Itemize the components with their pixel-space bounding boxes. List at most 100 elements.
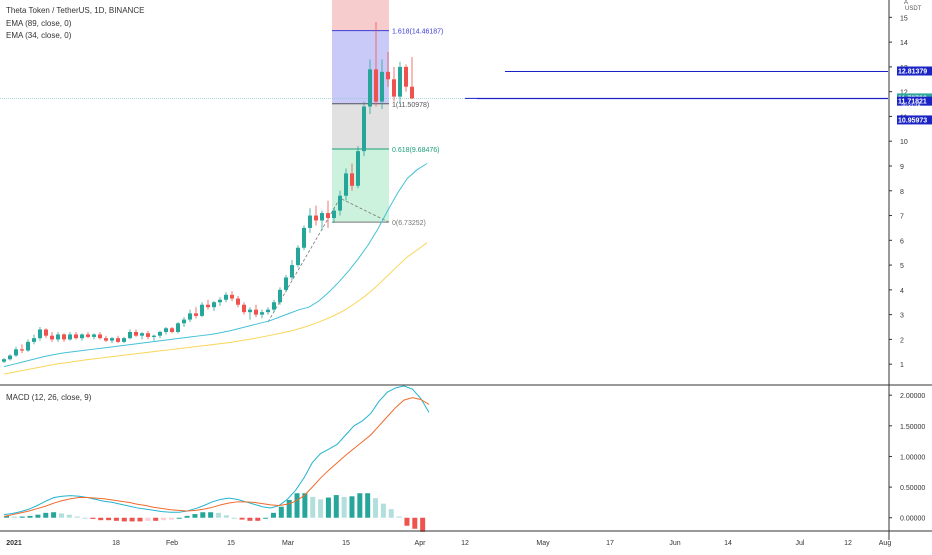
countdown-label: 20:31:18 — [901, 104, 921, 110]
macd-histogram-bar — [121, 517, 127, 522]
candle-body — [368, 69, 372, 107]
candle-body — [38, 329, 42, 339]
candle-body — [110, 338, 114, 341]
macd-histogram-bar — [176, 517, 182, 519]
candle-body — [194, 313, 198, 316]
candle-body — [98, 334, 102, 339]
price-label-text: 12.81379 — [898, 69, 927, 76]
candle-body — [218, 299, 222, 303]
macd-histogram-bar — [216, 512, 221, 518]
candle-body — [176, 323, 180, 332]
time-tick-label: 12 — [461, 540, 469, 547]
ema-34-line — [3, 163, 428, 368]
price-tick-label: 8 — [900, 189, 904, 196]
macd-histogram-bar — [278, 506, 284, 518]
macd-histogram-bar — [388, 509, 394, 518]
fib-zone-1618 — [332, 30, 389, 104]
currency-label: USDT — [905, 6, 922, 12]
candle-body — [398, 66, 402, 97]
macd-histogram-bar — [35, 514, 41, 518]
candle-body — [122, 338, 126, 342]
candle-body — [56, 334, 60, 340]
macd-histogram-bar — [420, 517, 426, 532]
candle-body — [296, 247, 300, 266]
candle-body — [116, 338, 120, 342]
macd-histogram-bar — [51, 512, 57, 518]
candle-body — [134, 331, 138, 336]
macd-histogram-bar — [255, 517, 261, 521]
time-tick-label: May — [536, 540, 550, 547]
candle-body — [32, 338, 36, 342]
time-tick-label: 15 — [342, 540, 350, 547]
candle-body — [152, 335, 156, 337]
candle-body — [14, 349, 18, 356]
symbol-title: Theta Token / TetherUS, 1D, BINANCE — [6, 6, 145, 15]
axis-top-glyph: A — [904, 0, 909, 6]
price-label-badge — [897, 115, 932, 125]
price-tick-label: 7 — [900, 214, 904, 221]
time-tick-label: 15 — [227, 540, 235, 547]
price-label-text: 11.71821 — [898, 99, 927, 106]
price-label-text: 10.95973 — [898, 117, 927, 124]
candle-body — [164, 328, 168, 332]
candle-body — [410, 86, 414, 99]
macd-histogram-bar — [333, 495, 339, 518]
macd-histogram-bar — [231, 517, 237, 519]
macd-histogram-bar — [19, 516, 25, 518]
macd-histogram-bar — [137, 517, 143, 522]
fib-level-label: 0(6.73252) — [392, 220, 426, 227]
macd-histogram-bar — [349, 496, 355, 518]
macd-histogram-bar — [380, 503, 386, 518]
price-label-badge — [897, 96, 932, 106]
price-tick-label: 3 — [900, 313, 904, 320]
macd-histogram-bar — [27, 515, 33, 518]
macd-tick-label: 1.50000 — [900, 424, 925, 431]
price-tick-label: 5 — [900, 263, 904, 270]
macd-histogram-bar — [200, 512, 206, 518]
candle-body — [182, 319, 186, 324]
price-tick-label: 10 — [900, 139, 908, 146]
candle-body — [8, 355, 12, 360]
macd-histogram-bar — [341, 496, 347, 518]
macd-histogram-bar — [208, 512, 214, 518]
candle-body — [68, 334, 72, 340]
ema-34-legend[interactable]: EMA (34, close, 0) — [6, 31, 72, 40]
price-tick-label: 9 — [900, 164, 904, 171]
macd-histogram-bar — [82, 517, 88, 519]
time-tick-label: 2021 — [6, 540, 22, 547]
price-label-badge — [897, 66, 932, 76]
candle-body — [248, 309, 252, 313]
macd-histogram-bar — [223, 515, 229, 518]
candle-body — [386, 71, 390, 80]
candle-body — [380, 71, 384, 102]
macd-legend[interactable]: MACD (12, 26, close, 9) — [6, 393, 92, 402]
candle-body — [44, 329, 48, 336]
time-tick-label: Feb — [166, 540, 178, 547]
candle-body — [86, 334, 90, 337]
macd-histogram-bar — [129, 517, 135, 522]
candle-body — [74, 334, 78, 339]
macd-histogram-bar — [4, 515, 9, 518]
macd-histogram-bar — [153, 517, 159, 521]
candle-body — [2, 359, 6, 362]
price-tick-label: 15 — [900, 15, 908, 22]
price-tick-label: 14 — [900, 40, 908, 47]
macd-histogram-bar — [263, 517, 269, 519]
macd-tick-label: 0.50000 — [900, 485, 925, 492]
candle-body — [278, 289, 282, 303]
candle-body — [206, 304, 210, 308]
candle-body — [50, 335, 54, 340]
macd-tick-label: 1.00000 — [900, 454, 925, 461]
price-tick-label: 1 — [900, 362, 904, 369]
candle-body — [80, 334, 84, 339]
candle-body — [158, 331, 162, 336]
candle-body — [314, 215, 318, 221]
ema-89-legend[interactable]: EMA (89, close, 0) — [6, 19, 72, 28]
candle-body — [338, 195, 342, 211]
candle-body — [242, 304, 246, 313]
fib-level-label: 1(11.50978) — [392, 102, 429, 109]
macd-histogram-bar — [66, 514, 72, 518]
time-tick-label: Mar — [282, 540, 295, 547]
candle-body — [128, 331, 132, 339]
